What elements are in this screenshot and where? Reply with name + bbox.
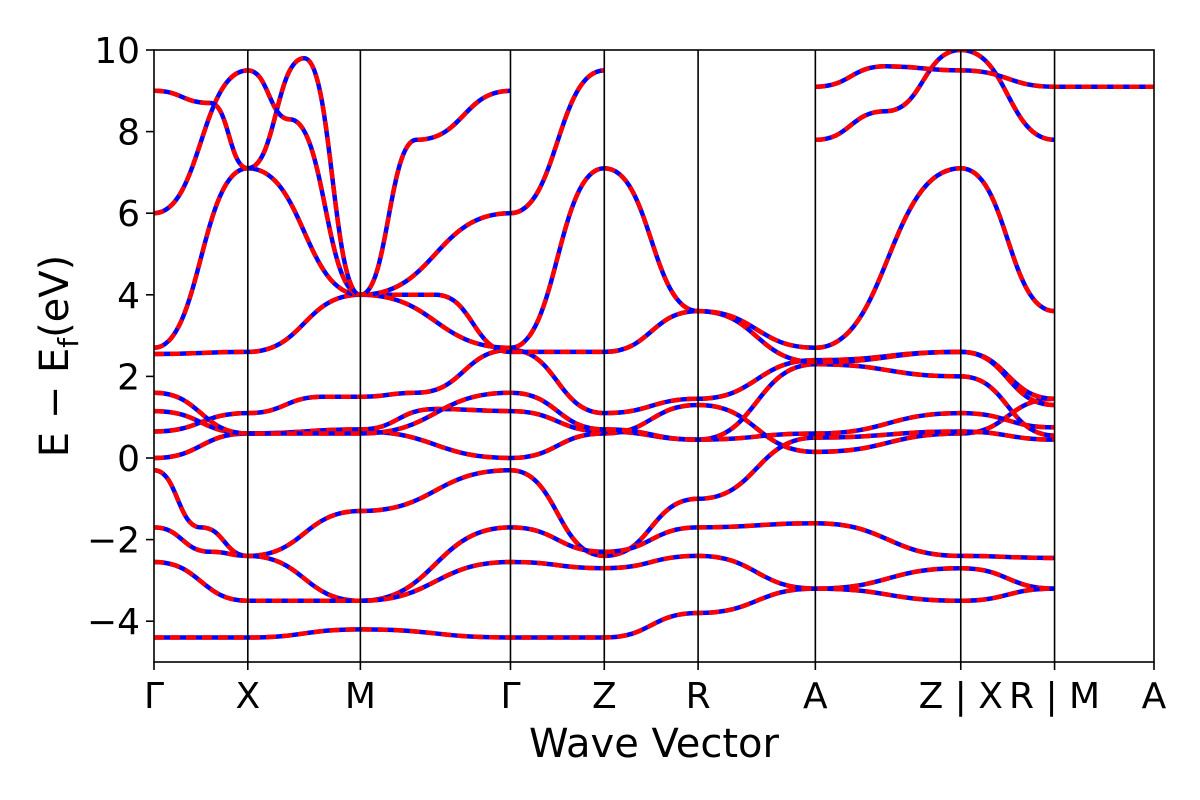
band-4 [154,586,1055,640]
bands-layer [154,50,1154,640]
band-5 [154,347,1055,434]
y-tick-label-0: −4 [87,602,140,643]
y-tick-label-7: 10 [94,31,140,72]
band-11 [154,55,511,298]
y-tick-label-1: −2 [87,521,140,562]
band-13 [815,64,1154,89]
y-axis-ticks: −4 −2 0 2 4 6 8 10 [87,31,154,643]
y-tick-label-2: 0 [117,439,140,480]
x-tick-label-7: Z | X [919,676,1003,717]
x-tick-label-8: R | M [1009,676,1100,717]
plot-frame [153,49,1155,663]
y-axis-label-unit: (eV) [32,255,78,338]
x-tick-label-2: M [345,676,376,717]
x-tick-label-3: Γ [500,676,520,717]
y-axis-label-main: E − E [32,348,78,458]
x-tick-label-1: X [235,676,260,717]
band-1 [154,429,1055,559]
kpoint-lines [247,50,1056,662]
y-axis-label-sub: f [52,337,85,348]
band-9 [154,166,1055,351]
band-overlay-11 [154,55,511,298]
y-tick-label-3: 2 [117,357,140,398]
x-tick-label-4: Z [592,676,617,717]
x-tick-label-5: R [686,676,711,717]
band-7 [154,361,1055,442]
x-axis-label: Wave Vector [529,721,780,767]
y-tick-label-5: 6 [117,194,140,235]
y-tick-label-4: 4 [117,276,140,317]
x-tick-label-9: A [1142,676,1167,717]
y-tick-label-6: 8 [117,113,140,154]
x-tick-label-6: A [803,676,828,717]
band-10 [154,68,605,298]
band-12 [815,50,1055,143]
band-8 [154,292,1055,408]
y-axis-label: E − Ef(eV) [32,255,85,458]
x-tick-label-0: Γ [144,676,164,717]
